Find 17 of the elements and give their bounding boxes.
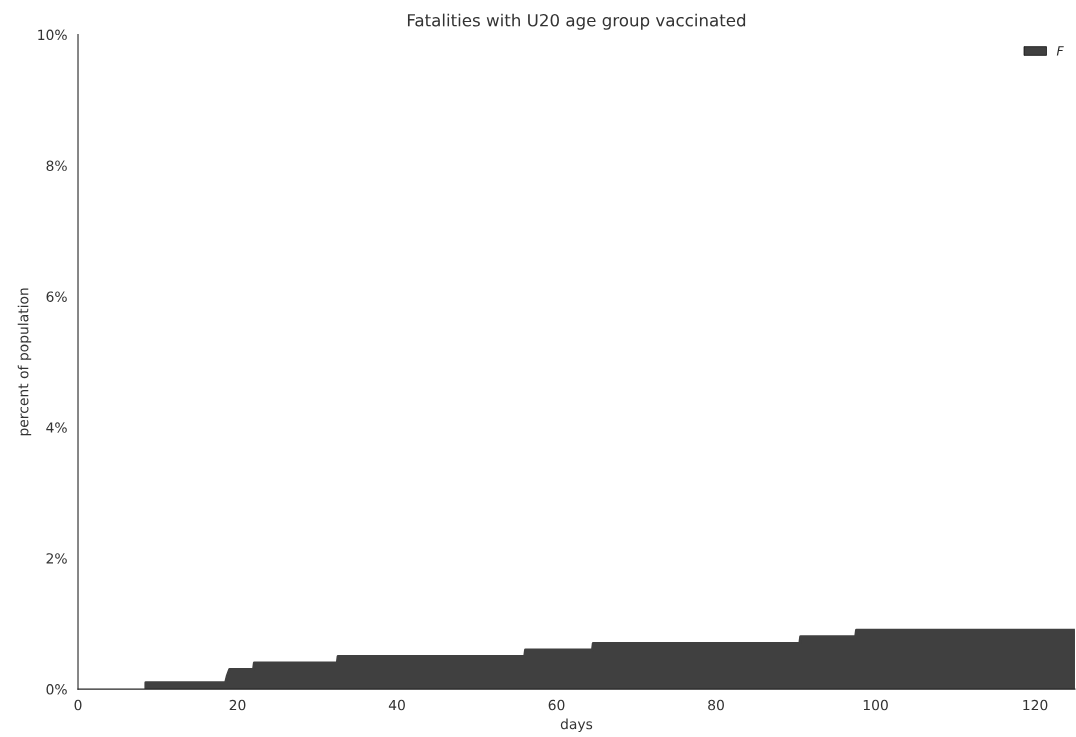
x-tick-label: 40: [388, 699, 405, 711]
y-tick-label: 0%: [46, 684, 67, 695]
y-tick-label: 4%: [46, 422, 67, 433]
y-tick-label: 8%: [46, 160, 67, 171]
x-axis-title: days: [560, 718, 593, 732]
y-tick-label: 10%: [38, 29, 67, 41]
x-tick-label: 0: [74, 699, 82, 711]
legend-label: F: [1056, 46, 1064, 56]
y-axis-title: percent of population: [17, 288, 32, 436]
chart-title: Fatalities with U20 age group vaccinated: [407, 13, 746, 30]
y-tick-label: 2%: [46, 553, 67, 564]
x-tick-label: 100: [863, 699, 888, 711]
x-tick-label: 60: [548, 699, 565, 711]
x-tick-label: 20: [229, 699, 246, 711]
y-tick-label: 6%: [46, 291, 67, 302]
x-tick-label: 80: [708, 699, 724, 711]
x-tick-label: 120: [1023, 699, 1048, 711]
